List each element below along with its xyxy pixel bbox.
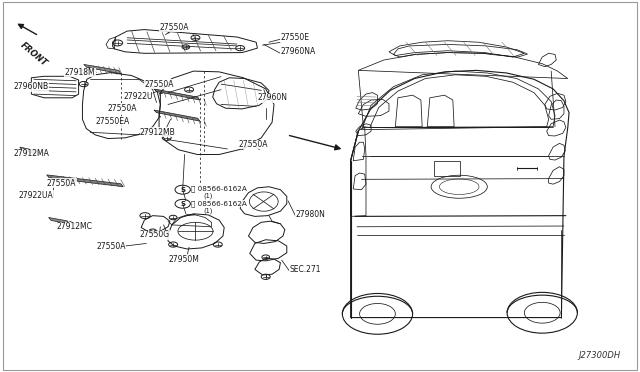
Text: 27922UA: 27922UA (19, 191, 53, 200)
Text: S: S (180, 201, 185, 207)
Text: 27550A: 27550A (238, 140, 268, 149)
Polygon shape (49, 218, 70, 224)
Text: 27550A: 27550A (47, 179, 76, 187)
Text: 27912MB: 27912MB (140, 128, 175, 137)
Text: 27960NB: 27960NB (13, 82, 49, 91)
Text: SEC.271: SEC.271 (289, 265, 321, 274)
Text: J27300DH: J27300DH (578, 351, 620, 360)
Text: 27550EA: 27550EA (95, 117, 129, 126)
Text: 27550A: 27550A (159, 23, 189, 32)
Text: 27550A: 27550A (145, 80, 174, 89)
Text: 27550A: 27550A (108, 104, 138, 113)
Text: 27960N: 27960N (257, 93, 287, 102)
Text: 27960NA: 27960NA (280, 47, 316, 56)
Text: S: S (180, 187, 185, 193)
Text: 27950M: 27950M (168, 255, 199, 264)
Text: FRONT: FRONT (19, 40, 49, 68)
Text: Ⓢ 08566-6162A: Ⓢ 08566-6162A (191, 186, 247, 192)
Text: 27980N: 27980N (296, 211, 326, 219)
Polygon shape (84, 64, 121, 74)
Polygon shape (154, 89, 200, 100)
Polygon shape (154, 110, 200, 121)
Text: 27912MA: 27912MA (13, 149, 49, 158)
Text: (1): (1) (204, 192, 213, 199)
Text: 27918M: 27918M (65, 68, 95, 77)
Polygon shape (20, 147, 40, 155)
Polygon shape (47, 175, 124, 187)
Text: 27550E: 27550E (280, 33, 309, 42)
Text: 27912MC: 27912MC (57, 222, 93, 231)
Text: 27550G: 27550G (140, 230, 170, 240)
Text: Ⓢ 08566-6162A: Ⓢ 08566-6162A (191, 201, 247, 207)
Text: 27550A: 27550A (97, 241, 126, 250)
Text: (1): (1) (204, 207, 213, 214)
Text: 27922U: 27922U (124, 92, 153, 101)
